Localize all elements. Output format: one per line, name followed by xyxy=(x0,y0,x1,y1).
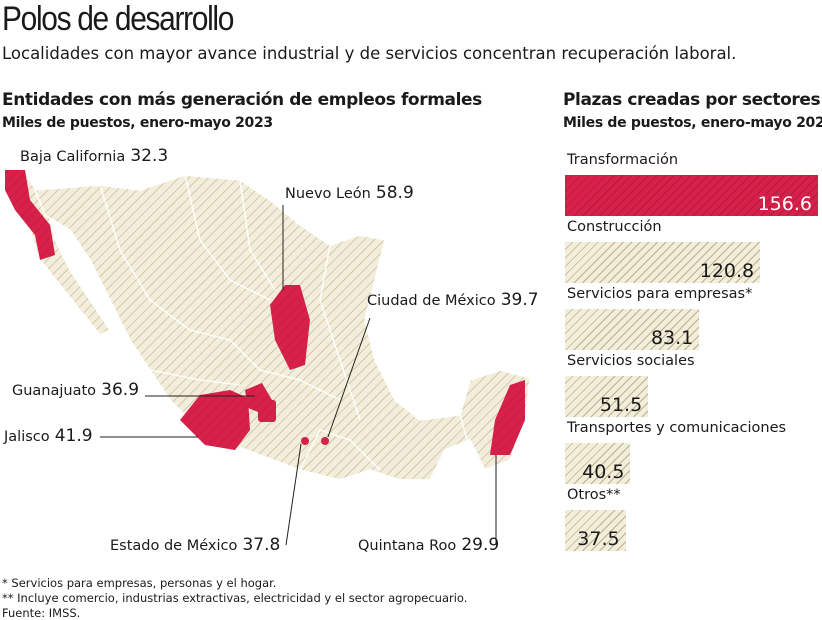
state-value: 32.3 xyxy=(130,146,169,166)
state-value: 37.8 xyxy=(242,535,281,555)
label-baja-california: Baja California 32.3 xyxy=(20,146,168,166)
bar: 40.5 xyxy=(565,443,631,484)
state-value: 39.7 xyxy=(500,290,539,310)
bar-value: 37.5 xyxy=(577,528,620,550)
bar-value: 40.5 xyxy=(582,461,625,483)
bar: 120.8 xyxy=(565,242,761,283)
state-cdmx xyxy=(321,437,329,445)
label-nuevo-leon: Nuevo León 58.9 xyxy=(285,183,414,203)
label-guanajuato: Guanajuato 36.9 xyxy=(12,380,139,400)
state-quintana-roo xyxy=(490,380,525,455)
state-jalisco xyxy=(180,390,250,450)
state-borders xyxy=(99,174,471,471)
leader-lines xyxy=(100,205,497,546)
bar-label: Transformación xyxy=(567,152,679,168)
bar-label: Transportes y comunicaciones xyxy=(567,420,787,436)
bar-value: 120.8 xyxy=(699,260,755,282)
state-value: 29.9 xyxy=(461,535,500,555)
state-name: Jalisco xyxy=(4,429,50,445)
bar-value: 156.6 xyxy=(757,193,812,215)
label-jalisco: Jalisco 41.9 xyxy=(4,426,93,446)
state-queretaro-highlight xyxy=(258,400,276,422)
bar-label: Construcción xyxy=(567,219,662,235)
state-baja-california xyxy=(5,170,55,260)
state-name: Baja California xyxy=(20,149,126,165)
label-quintana-roo: Quintana Roo 29.9 xyxy=(358,535,499,555)
bar: 51.5 xyxy=(565,376,649,417)
bar: 83.1 xyxy=(565,309,700,350)
state-name: Nuevo León xyxy=(285,186,371,202)
state-estado-de-mexico xyxy=(301,437,309,445)
chart-heading: Plazas creadas por sectores xyxy=(563,90,821,110)
state-name: Estado de México xyxy=(110,538,238,554)
state-value: 58.9 xyxy=(375,183,414,203)
state-name: Ciudad de México xyxy=(367,293,496,309)
bar-label: Servicios para empresas* xyxy=(567,286,753,302)
page-title: Polos de desarrollo xyxy=(2,0,234,38)
bar: 156.6 xyxy=(565,175,818,216)
bar-value: 51.5 xyxy=(599,394,643,416)
source-note: Fuente: IMSS. xyxy=(2,606,81,620)
map-heading: Entidades con más generación de empleos … xyxy=(2,90,482,110)
footnote-1: * Servicios para empresas, personas y el… xyxy=(2,576,277,590)
state-name: Quintana Roo xyxy=(358,538,457,554)
state-nuevo-leon xyxy=(270,285,310,370)
bar-label: Otros** xyxy=(567,487,621,503)
state-value: 36.9 xyxy=(101,380,140,400)
page-subtitle: Localidades con mayor avance industrial … xyxy=(2,44,737,63)
state-value: 41.9 xyxy=(54,426,93,446)
footnote-2: ** Incluye comercio, industrias extracti… xyxy=(2,591,468,605)
map-subheading: Miles de puestos, enero-mayo 2023 xyxy=(2,115,273,131)
bar-label: Servicios sociales xyxy=(567,353,695,369)
state-name: Guanajuato xyxy=(12,383,97,399)
label-estado-de-mexico: Estado de México 37.8 xyxy=(110,535,280,555)
bar-value: 83.1 xyxy=(650,327,694,349)
chart-subheading: Miles de puestos, enero-mayo 2023 xyxy=(563,115,822,131)
bar: 37.5 xyxy=(565,510,626,551)
label-cdmx: Ciudad de México 39.7 xyxy=(367,290,539,310)
